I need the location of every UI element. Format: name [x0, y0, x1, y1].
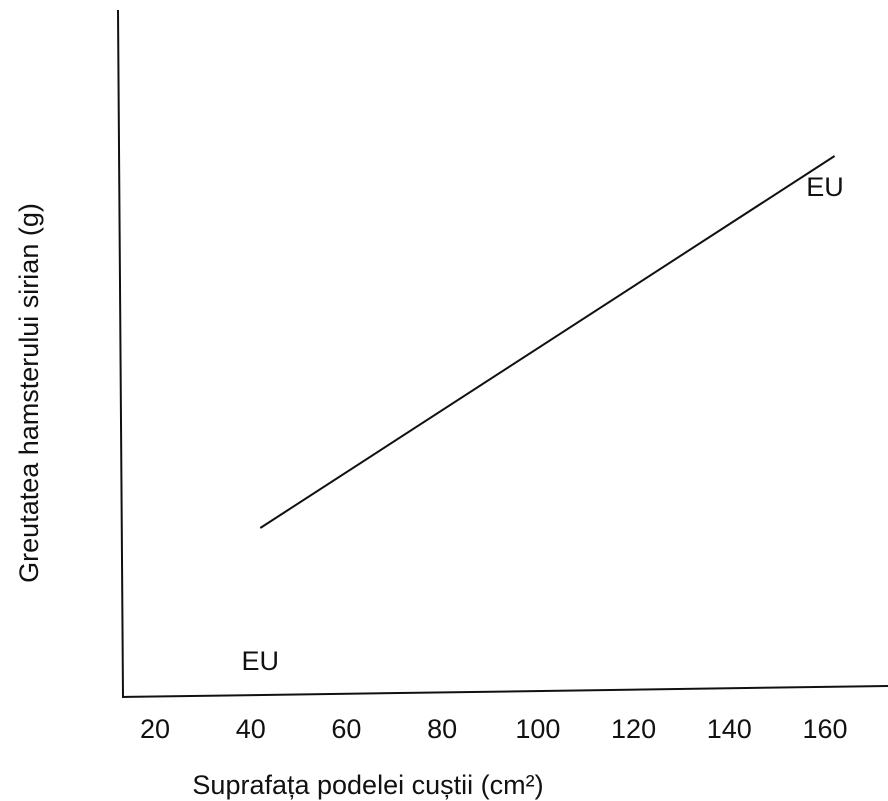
y-axis-title: Greutatea hamsterului sirian (g) [14, 203, 44, 583]
plot-area [117, 9, 888, 698]
x-tick-label: 20 [140, 714, 170, 744]
x-tick-label: 140 [707, 714, 752, 744]
series-layer [259, 155, 836, 529]
x-tick-label: 60 [331, 714, 361, 744]
x-tick-label: 80 [427, 714, 457, 744]
x-axis [121, 685, 888, 698]
annotation-label: EU [242, 646, 280, 676]
x-tick-label: 100 [515, 714, 560, 744]
annotation-label: EU [806, 172, 844, 202]
annotation-layer: EU EU [242, 172, 844, 676]
x-tick-label: 160 [802, 714, 847, 744]
y-axis [117, 9, 124, 698]
x-tick-labels: 20 40 60 80 100 120 140 160 [140, 714, 848, 744]
x-axis-title: Suprafața podelei cuștii (cm²) [192, 770, 543, 800]
x-tick-label: 40 [236, 714, 266, 744]
x-tick-label: 120 [611, 714, 656, 744]
series-line [259, 155, 836, 529]
